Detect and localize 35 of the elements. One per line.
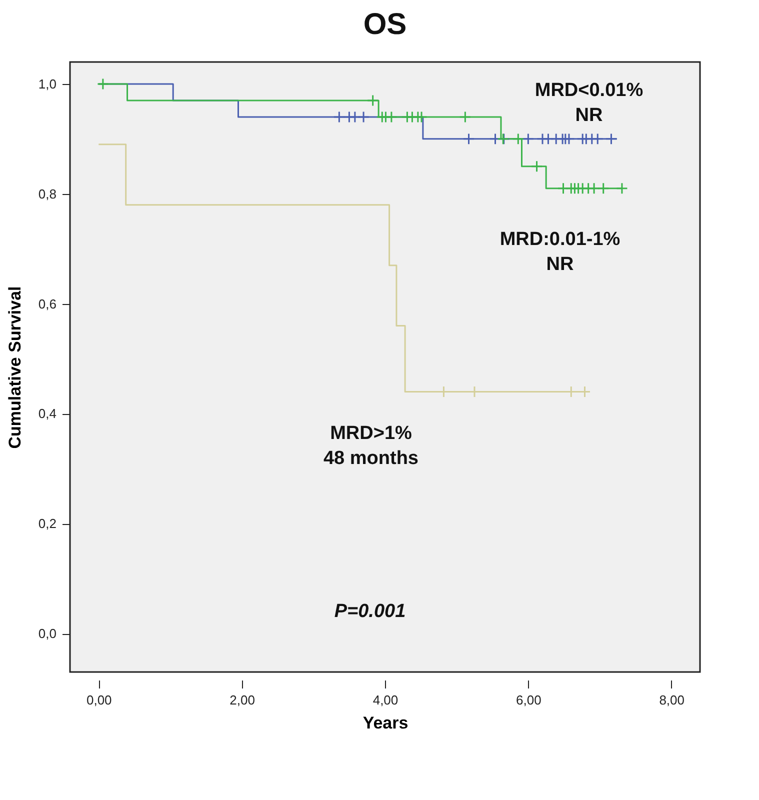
point: [605, 132, 618, 145]
point: [522, 132, 534, 145]
point: [597, 182, 610, 194]
point: [358, 110, 370, 123]
annotation: MRD:0.01-1% NR: [500, 229, 620, 275]
x-tick-label: 2,00: [230, 692, 255, 708]
y-tick-label: 0,4: [38, 406, 56, 422]
y-tick-label: 1,0: [38, 76, 56, 92]
point: [385, 110, 398, 123]
annotation: MRD>1% 48 months: [323, 423, 419, 469]
x-axis-title: Years: [362, 714, 408, 732]
y-tick-label: 0,0: [38, 626, 56, 642]
point: [512, 132, 524, 145]
point: [366, 94, 379, 106]
y-tick-label: 0,2: [38, 516, 56, 532]
y-tick-label: 0,8: [38, 186, 56, 202]
point: [416, 110, 428, 123]
x-tick-label: 4,00: [372, 692, 398, 708]
point: [562, 132, 575, 145]
y-axis-title: Cumulative Survival: [5, 286, 24, 449]
point: [616, 182, 628, 194]
point: [530, 160, 543, 172]
point: [333, 110, 346, 123]
point: [348, 110, 361, 123]
chart-title: OS: [363, 8, 407, 41]
annotation: MRD<0.01% NR: [534, 80, 644, 126]
point: [588, 182, 600, 194]
x-tick-label: 0,00: [86, 692, 112, 708]
x-tick-label: 6,00: [516, 692, 542, 708]
y-tick-label: 0,6: [38, 296, 56, 312]
point: [462, 132, 475, 145]
x-tick-label: 8,00: [659, 692, 685, 708]
point: [592, 132, 604, 145]
annotation: P=0.001: [334, 601, 406, 622]
point: [459, 110, 472, 123]
